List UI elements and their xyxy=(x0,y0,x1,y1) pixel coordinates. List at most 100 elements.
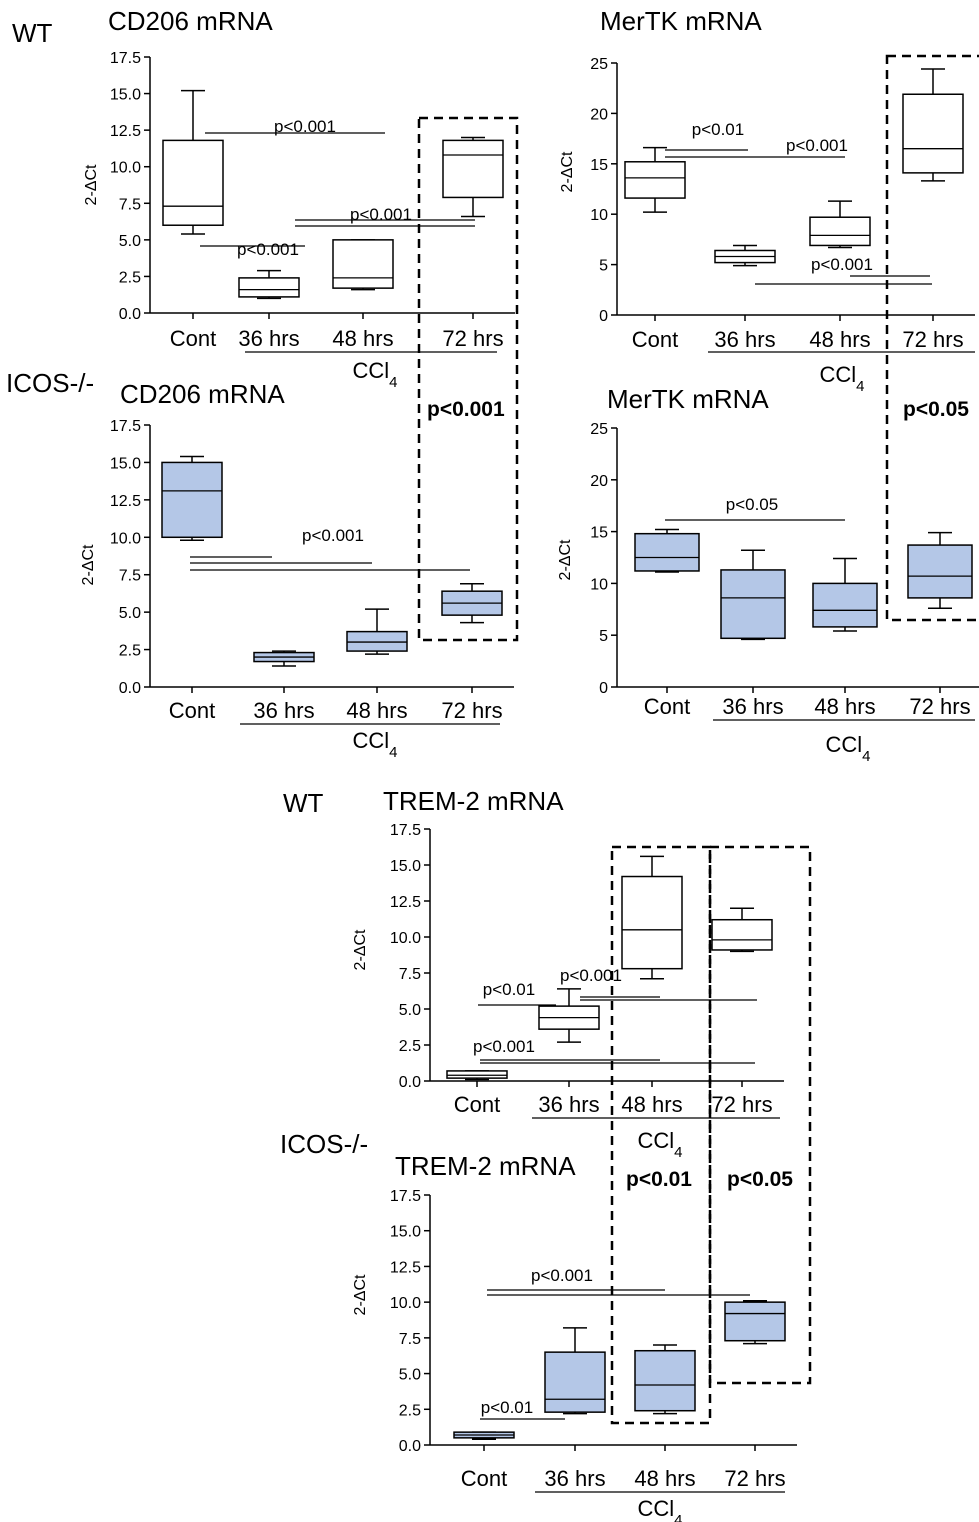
x-tick-label: 72 hrs xyxy=(442,326,503,351)
significance-label: p<0.001 xyxy=(350,205,412,224)
y-tick-label: 25 xyxy=(590,56,608,73)
chart-panel-4: TREM-2 mRNA 0.0 2.5 5.0 7.5 10.0 12.5 15.0 17.5 2… xyxy=(352,786,784,1161)
box-iqr xyxy=(902,93,964,174)
x-tick-label: 48 hrs xyxy=(814,694,875,719)
box-0 xyxy=(453,1431,515,1441)
x-tick-label: Cont xyxy=(644,694,690,719)
y-tick-label: 5.0 xyxy=(399,1002,421,1019)
box-2 xyxy=(621,855,683,980)
box-3 xyxy=(907,531,973,610)
y-tick-label: 0.0 xyxy=(399,1438,421,1455)
y-tick-label: 10.0 xyxy=(390,1295,421,1312)
x-tick-label: 48 hrs xyxy=(621,1092,682,1117)
box-1 xyxy=(253,650,315,667)
box-iqr xyxy=(162,139,224,226)
y-tick-label: 10.0 xyxy=(110,160,141,177)
box-iqr xyxy=(809,216,871,247)
y-tick-label: 7.5 xyxy=(119,196,141,213)
x-tick-label: 72 hrs xyxy=(724,1466,785,1491)
significance-label: p<0.05 xyxy=(726,495,778,514)
y-axis-label: 2-ΔCt xyxy=(352,929,369,970)
chart-title: CD206 mRNA xyxy=(108,6,273,36)
y-tick-label: 20 xyxy=(590,473,608,490)
box-3 xyxy=(442,136,504,218)
highlight-box-mertk-72h xyxy=(885,54,979,622)
significance-label: p<0.001 xyxy=(473,1037,535,1056)
group-label: CCl4 xyxy=(352,358,397,391)
y-tick-label: 15.0 xyxy=(390,858,421,875)
box-1 xyxy=(544,1327,606,1415)
box-iqr xyxy=(624,161,686,199)
y-tick-label: 5.0 xyxy=(399,1367,421,1384)
box-2 xyxy=(812,557,878,632)
y-tick-label: 0 xyxy=(599,308,608,325)
box-iqr xyxy=(720,569,786,640)
box-2 xyxy=(346,608,408,655)
y-axis-label: 2-ΔCt xyxy=(352,1274,369,1315)
box-1 xyxy=(720,549,786,641)
box-iqr xyxy=(442,139,504,199)
y-tick-label: 15 xyxy=(590,525,608,542)
x-tick-label: 72 hrs xyxy=(902,327,963,352)
y-tick-label: 5 xyxy=(599,628,608,645)
highlight-box-cd206-72h xyxy=(417,116,519,642)
y-tick-label: 2.5 xyxy=(399,1402,421,1419)
box-0 xyxy=(162,89,224,235)
x-tick-label: Cont xyxy=(169,698,215,723)
chart-panel-3: MerTK mRNA 0 5 10 15 20 25 2-ΔCt Cont 36 hrs 48 hr… xyxy=(557,384,979,765)
box-0 xyxy=(634,528,700,573)
box-iqr xyxy=(711,918,773,951)
row-label-wt: WT xyxy=(12,18,53,48)
chart-title: CD206 mRNA xyxy=(120,379,285,409)
chart-title: TREM-2 mRNA xyxy=(383,786,564,816)
box-iqr xyxy=(907,544,973,599)
chart-panel-2: CD206 mRNA 0.0 2.5 5.0 7.5 10.0 12.5 15.0 17.5 2-… xyxy=(80,379,514,761)
box-1 xyxy=(238,269,300,300)
significance-label: p<0.01 xyxy=(481,1398,533,1417)
box-2 xyxy=(634,1344,696,1415)
x-tick-label: Cont xyxy=(461,1466,507,1491)
significance-label: p<0.001 xyxy=(786,136,848,155)
y-tick-label: 17.5 xyxy=(390,1188,421,1205)
y-tick-label: 15.0 xyxy=(110,455,141,472)
y-tick-label: 7.5 xyxy=(399,1331,421,1348)
box-iqr xyxy=(346,630,408,652)
x-tick-label: 36 hrs xyxy=(538,1092,599,1117)
highlight-box-trem-48h xyxy=(610,845,712,1425)
box-iqr xyxy=(161,461,223,539)
box-3 xyxy=(711,907,773,953)
x-tick-label: 72 hrs xyxy=(909,694,970,719)
box-1 xyxy=(714,244,776,267)
significance-label: p<0.001 xyxy=(560,966,622,985)
x-tick-label: 36 hrs xyxy=(714,327,775,352)
row-label-icos-trem: ICOS-/- xyxy=(280,1129,368,1159)
y-tick-label: 0.0 xyxy=(119,680,141,697)
y-tick-label: 5 xyxy=(599,258,608,275)
y-tick-label: 12.5 xyxy=(390,1259,421,1276)
box-2 xyxy=(332,239,394,291)
x-tick-label: 72 hrs xyxy=(441,698,502,723)
box-iqr xyxy=(634,532,700,572)
y-tick-label: 7.5 xyxy=(399,966,421,983)
box-1 xyxy=(538,988,600,1043)
chart-title: MerTK mRNA xyxy=(607,384,769,414)
row-label-icos: ICOS-/- xyxy=(6,368,94,398)
significance-label: p<0.001 xyxy=(811,255,873,274)
x-tick-label: 48 hrs xyxy=(346,698,407,723)
x-tick-label: 48 hrs xyxy=(634,1466,695,1491)
box-iqr xyxy=(812,582,878,628)
group-label: CCl4 xyxy=(825,732,870,765)
significance-label: p<0.001 xyxy=(237,240,299,259)
box-iqr xyxy=(621,875,683,970)
x-tick-label: 36 hrs xyxy=(722,694,783,719)
highlight-box-trem-72h xyxy=(708,845,812,1385)
chart-panel-5: TREM-2 mRNA 0.0 2.5 5.0 7.5 10.0 12.5 15.0 17.5 2… xyxy=(352,1151,797,1522)
y-tick-label: 12.5 xyxy=(110,123,141,140)
box-3 xyxy=(441,582,503,624)
y-tick-label: 12.5 xyxy=(110,493,141,510)
row-label-wt-trem: WT xyxy=(283,788,324,818)
x-tick-label: Cont xyxy=(632,327,678,352)
box-0 xyxy=(161,455,223,542)
x-tick-label: Cont xyxy=(454,1092,500,1117)
